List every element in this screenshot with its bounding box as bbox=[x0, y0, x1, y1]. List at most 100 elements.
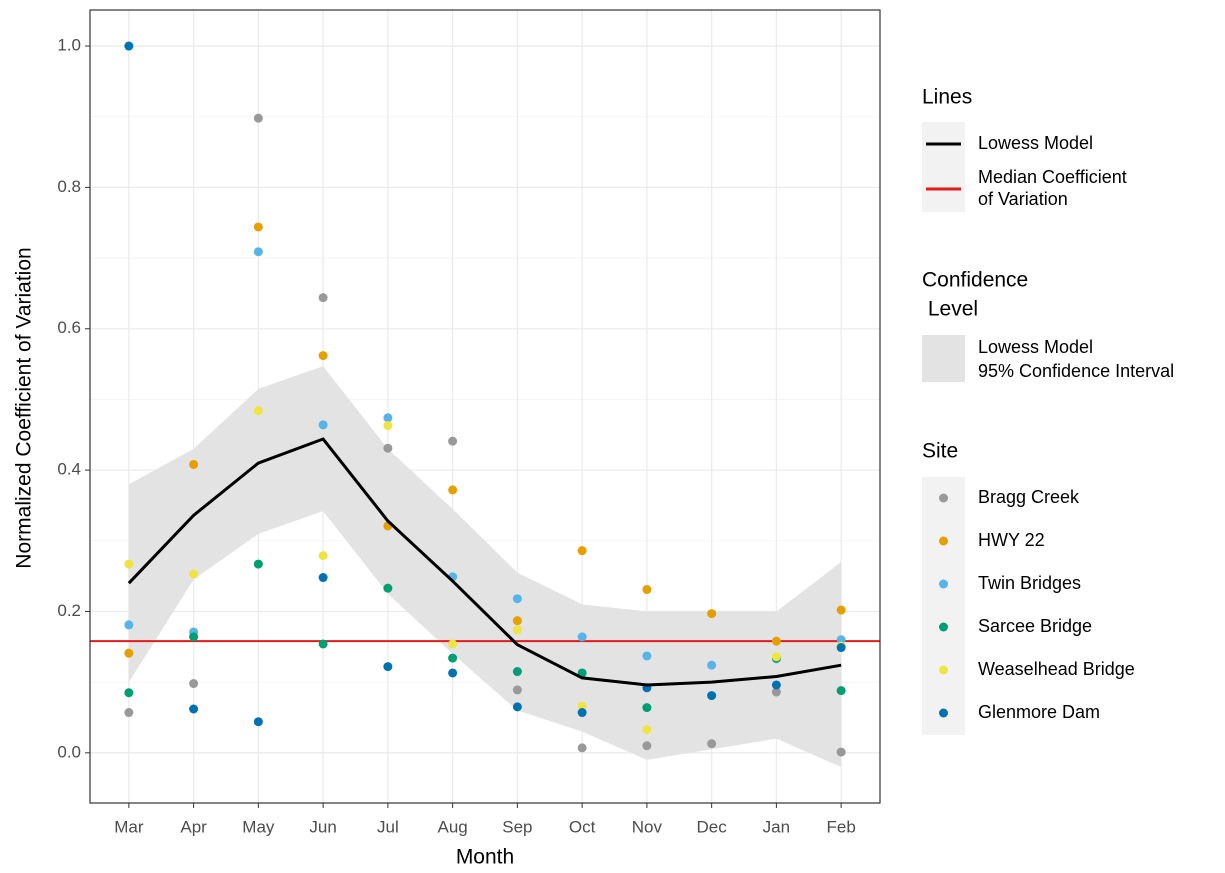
data-point bbox=[448, 668, 458, 678]
legend-title: Confidence bbox=[922, 269, 1028, 292]
data-point bbox=[448, 485, 458, 495]
lowess-line bbox=[127, 437, 842, 687]
data-point bbox=[318, 351, 328, 361]
legend-label: Median Coefficient bbox=[978, 167, 1127, 187]
data-point bbox=[383, 583, 393, 593]
data-point bbox=[836, 747, 846, 757]
y-axis-title: Normalized Coefficient of Variation bbox=[13, 247, 36, 568]
legend-label: 95% Confidence Interval bbox=[978, 361, 1174, 381]
x-tick-label: May bbox=[242, 817, 275, 836]
data-point bbox=[318, 420, 328, 430]
x-tick-label: Jun bbox=[309, 817, 336, 836]
legend-label: HWY 22 bbox=[978, 530, 1045, 550]
x-axis-title: Month bbox=[456, 846, 514, 869]
data-point bbox=[189, 704, 199, 714]
y-tick-label: 0.2 bbox=[57, 601, 81, 620]
legend-label: Sarcee Bridge bbox=[978, 616, 1092, 636]
legend-key-bg bbox=[922, 477, 965, 735]
x-tick-label: Feb bbox=[826, 817, 855, 836]
data-point bbox=[512, 616, 522, 626]
data-point bbox=[318, 551, 328, 561]
data-point bbox=[383, 413, 393, 423]
data-point bbox=[512, 667, 522, 677]
legend-title: Level bbox=[922, 298, 978, 321]
legend-title: Lines bbox=[922, 86, 972, 109]
data-point bbox=[642, 741, 652, 751]
data-point bbox=[512, 594, 522, 604]
data-point bbox=[124, 688, 134, 698]
data-point bbox=[642, 651, 652, 661]
data-point bbox=[577, 632, 587, 642]
legend-key bbox=[922, 335, 965, 382]
data-point bbox=[707, 739, 717, 749]
data-point bbox=[189, 679, 199, 689]
data-point bbox=[707, 660, 717, 670]
x-tick-label: Oct bbox=[569, 817, 596, 836]
data-point bbox=[383, 421, 393, 431]
data-point bbox=[836, 635, 846, 645]
data-point bbox=[512, 625, 522, 635]
legend-label: Glenmore Dam bbox=[978, 702, 1100, 722]
x-tick-label: Apr bbox=[180, 817, 207, 836]
x-tick-label: Dec bbox=[697, 817, 728, 836]
y-tick-label: 1.0 bbox=[57, 36, 81, 55]
data-point bbox=[707, 609, 717, 619]
legend-key bbox=[939, 665, 948, 675]
data-point bbox=[318, 293, 328, 303]
x-tick-label: Aug bbox=[437, 817, 467, 836]
data-point bbox=[189, 459, 199, 469]
y-tick-label: 0.6 bbox=[57, 318, 81, 337]
data-point bbox=[124, 559, 134, 569]
x-tick-label: Nov bbox=[632, 817, 663, 836]
x-tick-label: Mar bbox=[114, 817, 144, 836]
legend-label: Twin Bridges bbox=[978, 573, 1081, 593]
x-tick-label: Sep bbox=[502, 817, 532, 836]
data-point bbox=[577, 743, 587, 753]
data-point bbox=[771, 636, 781, 646]
data-point bbox=[771, 687, 781, 697]
y-tick-label: 0.8 bbox=[57, 177, 81, 196]
data-point bbox=[642, 724, 652, 734]
legend-key-bg bbox=[922, 122, 965, 212]
data-point bbox=[253, 222, 263, 232]
data-point bbox=[318, 573, 328, 583]
data-point bbox=[124, 41, 134, 51]
data-point bbox=[318, 639, 328, 649]
y-tick-label: 0.0 bbox=[57, 742, 81, 761]
data-point bbox=[512, 702, 522, 712]
data-point bbox=[253, 113, 263, 123]
data-point bbox=[577, 546, 587, 556]
legend-label: Bragg Creek bbox=[978, 487, 1080, 507]
x-tick-label: Jul bbox=[377, 817, 399, 836]
data-point bbox=[253, 406, 263, 416]
data-point bbox=[642, 703, 652, 713]
data-point bbox=[253, 247, 263, 257]
confidence-band bbox=[128, 366, 842, 767]
legend-key bbox=[939, 493, 948, 503]
legend-label: Lowess Model bbox=[978, 337, 1093, 357]
data-point bbox=[189, 569, 199, 579]
data-point bbox=[124, 620, 134, 630]
data-point bbox=[577, 701, 587, 711]
legend-key bbox=[939, 579, 948, 589]
data-point bbox=[771, 652, 781, 662]
y-tick-label: 0.4 bbox=[57, 460, 81, 479]
legend-label: Lowess Model bbox=[978, 133, 1093, 153]
x-tick-label: Jan bbox=[763, 817, 790, 836]
data-point bbox=[253, 559, 263, 569]
legend-label: Weaselhead Bridge bbox=[978, 659, 1135, 679]
data-point bbox=[448, 436, 458, 446]
data-point bbox=[642, 585, 652, 595]
legend-key bbox=[939, 708, 948, 718]
legend-label: of Variation bbox=[978, 189, 1068, 209]
data-point bbox=[448, 653, 458, 663]
legend-key bbox=[939, 536, 948, 546]
legend-title: Site bbox=[922, 440, 958, 463]
data-point bbox=[577, 708, 587, 718]
data-point bbox=[124, 648, 134, 658]
data-point bbox=[836, 686, 846, 696]
data-point bbox=[124, 708, 134, 718]
data-point bbox=[448, 639, 458, 649]
data-point bbox=[836, 643, 846, 653]
